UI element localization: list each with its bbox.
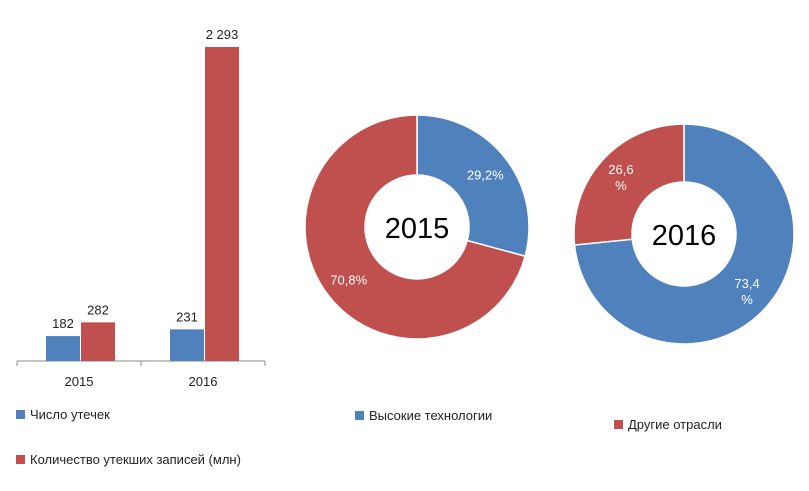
donut-2015: 29,2% 70,8% 2015 [304,114,530,340]
legend-swatch-leaks [16,410,25,419]
slice-label: 70,8% [330,272,367,287]
legend: Число утечек Количество утекших записей … [16,407,722,467]
donut-slice [573,123,795,345]
legend-label-other: Другие отрасли [628,417,722,432]
data-label: 282 [87,302,109,317]
bar [46,336,80,361]
donut-title: 2015 [385,213,450,245]
legend-swatch-other [614,420,623,429]
data-label: 182 [52,316,74,331]
data-label: 231 [176,309,198,324]
bar-chart: 2015 182 282 2016 231 2 293 [16,27,266,389]
legend-swatch-records [16,455,25,464]
bar [170,329,204,361]
donut-2016: 73,4 % 26,6 % 2016 [573,123,795,345]
slice-label: 29,2% [467,168,504,183]
x-tick-label: 2016 [189,374,218,389]
legend-label-leaks: Число утечек [30,407,110,422]
donut-slice [573,123,685,246]
legend-label-hightech: Высокие технологии [369,408,492,423]
donut-slice [416,114,530,258]
bar [205,47,239,361]
x-tick-label: 2015 [65,374,94,389]
slice-label: 26,6% [608,162,633,193]
bar [81,322,115,361]
slice-label: 73,4% [734,276,759,307]
legend-label-records: Количество утекших записей (млн) [30,452,241,467]
donut-title: 2016 [652,220,717,252]
data-label: 2 293 [206,27,239,42]
donut-slice [304,114,527,340]
legend-swatch-hightech [355,411,364,420]
